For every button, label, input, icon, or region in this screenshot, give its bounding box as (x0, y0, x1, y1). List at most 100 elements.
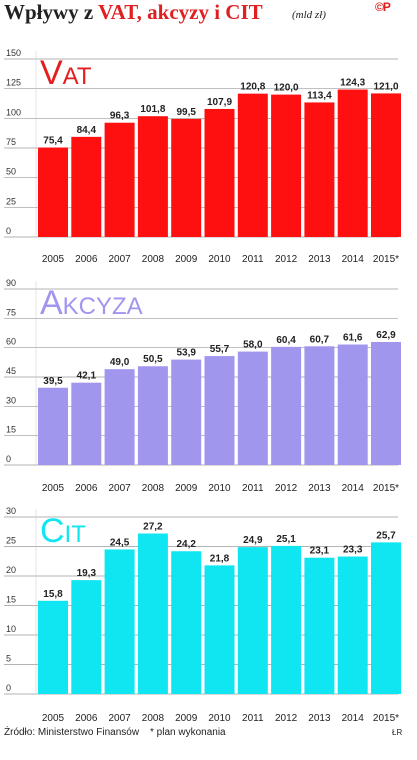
bar (237, 93, 268, 237)
bar (304, 557, 335, 694)
bar (204, 108, 235, 237)
y-tick-label: 0 (6, 683, 11, 693)
x-tick-label: 2012 (275, 483, 298, 494)
bar (104, 549, 135, 694)
x-tick-label: 2014 (342, 483, 365, 494)
bar (304, 102, 335, 237)
x-tick-label: 2012 (275, 713, 298, 724)
y-tick-label: 75 (6, 137, 16, 147)
unit-label: (mld zł) (292, 9, 326, 21)
y-tick-label: 25 (6, 536, 16, 546)
y-tick-label: 30 (6, 395, 16, 405)
x-tick-label: 2006 (75, 713, 98, 724)
bar (371, 93, 401, 237)
x-tick-label: 2007 (108, 713, 131, 724)
data-label: 120,0 (274, 83, 299, 94)
title-accent: VAT, akcyzy i CIT (98, 0, 263, 24)
bar (371, 341, 401, 465)
x-tick-label: 2005 (42, 483, 65, 494)
x-tick-label: 2010 (208, 254, 231, 265)
y-tick-label: 10 (6, 624, 16, 634)
data-label: 15,8 (43, 589, 63, 600)
y-tick-label: 125 (6, 78, 21, 88)
x-tick-label: 2011 (242, 483, 264, 494)
y-tick-label: 25 (6, 196, 16, 206)
data-label: 121,0 (373, 81, 398, 92)
x-tick-label: 2014 (342, 254, 365, 265)
title-prefix: Wpływy z (4, 0, 99, 24)
x-tick-label: 2009 (175, 254, 198, 265)
data-label: 113,4 (307, 90, 332, 101)
x-tick-label: 2011 (242, 254, 264, 265)
data-label: 49,0 (110, 357, 130, 368)
data-label: 19,3 (77, 568, 97, 579)
y-tick-label: 75 (6, 307, 16, 317)
author-credit: ŁR (392, 728, 403, 737)
x-tick-label: 2006 (75, 483, 98, 494)
bar (337, 344, 368, 465)
data-label: 99,5 (176, 107, 196, 118)
x-tick-label: 2013 (308, 254, 331, 265)
y-tick-label: 150 (6, 48, 21, 58)
x-tick-label: 2007 (108, 254, 131, 265)
bar (204, 356, 235, 465)
data-label: 50,5 (143, 354, 163, 365)
bar (71, 580, 102, 694)
bar (137, 533, 168, 694)
y-tick-label: 30 (6, 506, 16, 516)
data-label: 60,4 (276, 335, 296, 346)
data-label: 55,7 (210, 344, 230, 355)
bar (371, 542, 401, 694)
data-label: 25,1 (276, 534, 296, 545)
bar (171, 118, 202, 237)
x-tick-label: 2010 (208, 483, 231, 494)
data-label: 101,8 (140, 104, 165, 115)
bar (304, 346, 335, 465)
y-tick-label: 60 (6, 337, 16, 347)
bar (171, 551, 202, 694)
data-label: 75,4 (43, 136, 63, 147)
y-tick-label: 15 (6, 595, 16, 605)
bar (237, 351, 268, 465)
chart-panel-1: 0 15 30 45 60 75 90 39,5 2005 42,1 2006 49,0 2007 50,… (4, 278, 401, 494)
source-note: Źródło: Ministerstwo Finansów (4, 727, 140, 738)
data-label: 23,3 (343, 545, 363, 556)
y-tick-label: 5 (6, 654, 11, 664)
y-tick-label: 20 (6, 565, 16, 575)
chart-panel-2: 0 5 10 15 20 25 30 15,8 2005 19,3 2006 24,5 2007 27,2… (4, 506, 401, 724)
data-label: 24,9 (243, 535, 263, 546)
data-label: 27,2 (143, 522, 163, 533)
x-tick-label: 2005 (42, 254, 65, 265)
x-tick-label: 2005 (42, 713, 65, 724)
data-label: 58,0 (243, 340, 263, 351)
data-label: 62,9 (376, 330, 396, 341)
bar (171, 359, 202, 465)
panel-title: Akcyza (40, 284, 143, 322)
bar (337, 556, 368, 694)
x-tick-label: 2007 (108, 483, 131, 494)
bar (38, 387, 68, 465)
data-label: 25,7 (376, 530, 396, 541)
data-label: 21,8 (210, 553, 230, 564)
y-tick-label: 50 (6, 167, 16, 177)
bar (71, 382, 102, 465)
x-tick-label: 2008 (142, 483, 165, 494)
x-tick-label: 2009 (175, 713, 198, 724)
data-label: 23,1 (310, 546, 330, 557)
bar (271, 346, 302, 465)
data-label: 53,9 (176, 348, 196, 359)
data-label: 120,8 (240, 82, 265, 93)
chart-panel-0: 0 25 50 75 100 125 150 75,4 2005 84,4 2006 96,3 2007… (4, 48, 401, 265)
panel-title: Cit (40, 512, 86, 550)
data-label: 42,1 (77, 371, 97, 382)
data-label: 124,3 (340, 77, 365, 88)
bar (71, 136, 102, 237)
footnote: * plan wykonania (150, 727, 226, 738)
bar (38, 600, 68, 694)
x-tick-label: 2013 (308, 713, 331, 724)
data-label: 24,5 (110, 537, 130, 548)
bar (271, 545, 302, 694)
bar (271, 94, 302, 237)
data-label: 39,5 (43, 376, 63, 387)
